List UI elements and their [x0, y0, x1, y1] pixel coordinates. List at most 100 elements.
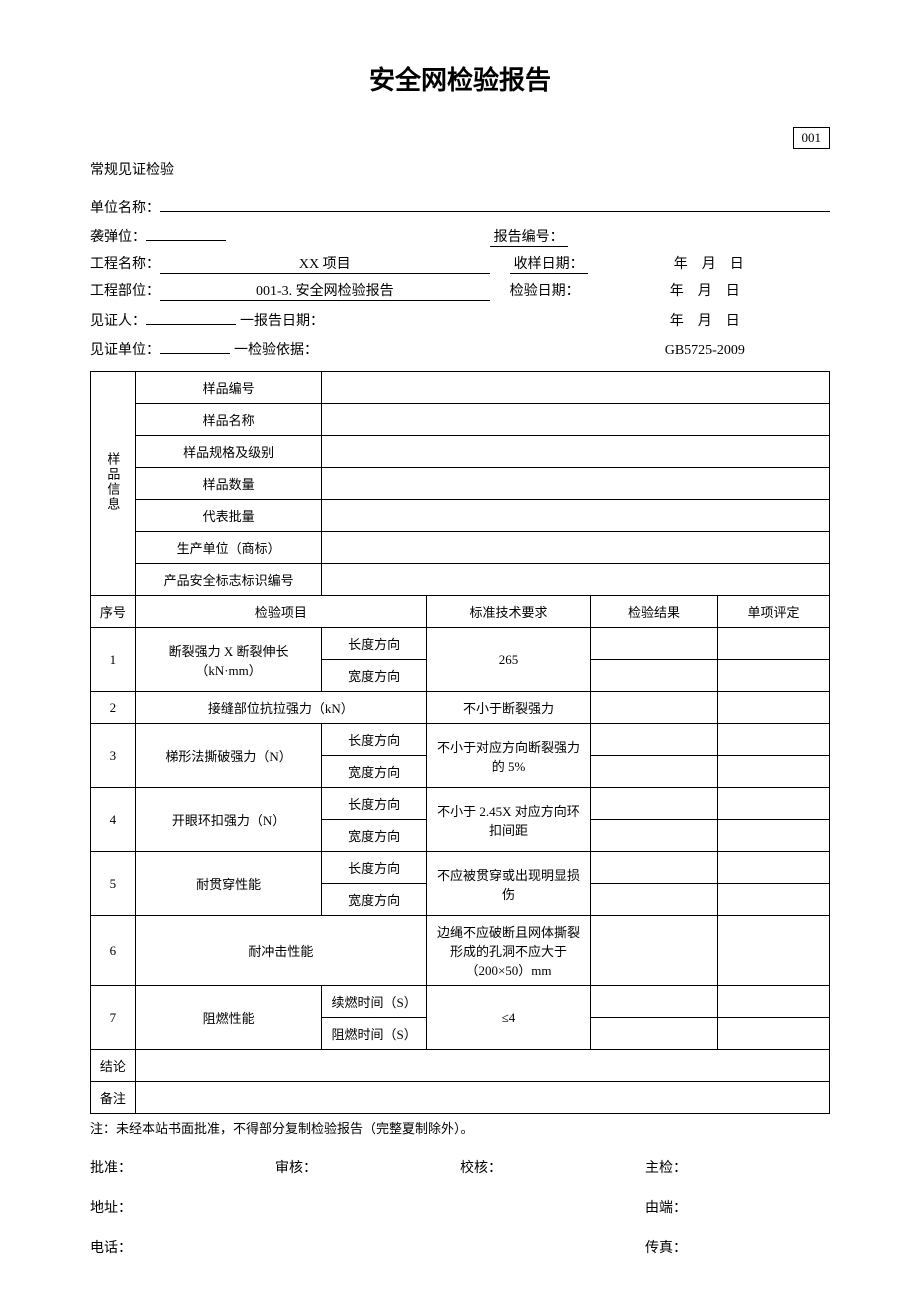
conclusion-value: [135, 1050, 829, 1082]
remark-label: 备注: [91, 1082, 136, 1114]
test-5-seq: 5: [91, 852, 136, 916]
col-result: 检验结果: [591, 596, 718, 628]
test-7-sub-0: 续燃时间（S）: [322, 986, 427, 1018]
approve-label: 批准：: [90, 1157, 275, 1177]
test-1-sub-1: 宽度方向: [322, 660, 427, 692]
test-4-eval-0: [717, 788, 829, 820]
test-1-res-0: [591, 628, 718, 660]
test-header-row: 序号 检验项目 标准技术要求 检验结果 单项评定: [91, 596, 830, 628]
test-6-eval: [717, 916, 829, 986]
sample-val-6: [322, 564, 830, 596]
commission-unit-label: 袭弹位：: [90, 226, 146, 246]
review-label: 审核：: [275, 1157, 460, 1177]
report-no-label: 报告编号：: [490, 226, 568, 247]
sample-date-value: 年 月 日: [588, 253, 830, 273]
sample-row-6: 产品安全标志标识编号: [135, 564, 322, 596]
test-5-item: 耐贯穿性能: [135, 852, 322, 916]
test-5-eval-1: [717, 884, 829, 916]
test-7-seq: 7: [91, 986, 136, 1050]
footer-row-3: 电话： 传真：: [90, 1237, 830, 1257]
test-6-seq: 6: [91, 916, 136, 986]
sample-val-2: [322, 436, 830, 468]
sample-row-4: 代表批量: [135, 500, 322, 532]
test-4-seq: 4: [91, 788, 136, 852]
test-4-req: 不小于 2.45X 对应方向环扣间距: [426, 788, 590, 852]
test-5-req: 不应被贯穿或出现明显损伤: [426, 852, 590, 916]
test-2-req: 不小于断裂强力: [426, 692, 590, 724]
test-2-eval: [717, 692, 829, 724]
witness-value: [146, 307, 236, 325]
sample-row-2: 样品规格及级别: [135, 436, 322, 468]
inspection-type: 常规见证检验: [90, 159, 830, 179]
test-1-sub-0: 长度方向: [322, 628, 427, 660]
header-row-4: 工程部位： 001-3. 安全网检验报告 检验日期： 年 月 日: [90, 280, 830, 301]
phone-label: 电话：: [90, 1237, 645, 1257]
sample-row-3: 样品数量: [135, 468, 322, 500]
sample-row-0: 样品编号: [135, 372, 322, 404]
test-1-res-1: [591, 660, 718, 692]
report-title: 安全网检验报告: [90, 60, 830, 97]
test-4-item: 开眼环扣强力（N）: [135, 788, 322, 852]
test-7-res-0: [591, 986, 718, 1018]
test-7-res-1: [591, 1018, 718, 1050]
test-basis-value: GB5725-2009: [580, 343, 830, 359]
remark-value: [135, 1082, 829, 1114]
report-date-label: 一报告日期：: [240, 310, 324, 330]
test-1-item: 断裂强力 X 断裂伸长（kN·mm）: [135, 628, 322, 692]
test-7-eval-1: [717, 1018, 829, 1050]
sample-row-1: 样品名称: [135, 404, 322, 436]
col-eval: 单项评定: [717, 596, 829, 628]
test-3-sub-0: 长度方向: [322, 724, 427, 756]
sample-row-5: 生产单位（商标）: [135, 532, 322, 564]
test-1-eval-0: [717, 628, 829, 660]
fax-label: 传真：: [645, 1237, 830, 1257]
sample-val-5: [322, 532, 830, 564]
footnote: 注：未经本站书面批准，不得部分复制检验报告（完整夏制除外）。: [90, 1118, 830, 1137]
test-7-sub-1: 阻燃时间（S）: [322, 1018, 427, 1050]
header-row-6: 见证单位： 一检验依据： GB5725-2009: [90, 336, 830, 359]
project-name-value: XX 项目: [160, 253, 490, 274]
test-6-req: 边绳不应破断且网体撕裂形成的孔洞不应大于（200×50）mm: [426, 916, 590, 986]
unit-name-row: 单位名称：: [90, 194, 830, 217]
test-1-seq: 1: [91, 628, 136, 692]
test-2-seq: 2: [91, 692, 136, 724]
sample-val-0: [322, 372, 830, 404]
test-5-sub-1: 宽度方向: [322, 884, 427, 916]
test-3-eval-0: [717, 724, 829, 756]
test-3-req: 不小于对应方向断裂强力的 5%: [426, 724, 590, 788]
project-part-value: 001-3. 安全网检验报告: [160, 280, 490, 301]
witness-unit-value: [160, 336, 230, 354]
test-7-eval-0: [717, 986, 829, 1018]
footer-row-2: 地址： 由端：: [90, 1197, 830, 1217]
test-6-res: [591, 916, 718, 986]
address-label: 地址：: [90, 1197, 645, 1217]
test-3-res-0: [591, 724, 718, 756]
test-2-item: 接缝部位抗拉强力（kN）: [135, 692, 426, 724]
check-label: 校核：: [460, 1157, 645, 1177]
test-3-sub-1: 宽度方向: [322, 756, 427, 788]
main-table: 样品信息 样品编号 样品名称 样品规格及级别 样品数量 代表批量 生产单位（商标…: [90, 371, 830, 1114]
witness-unit-label: 见证单位：: [90, 339, 160, 359]
header-row-5: 见证人： 一报告日期： 年 月 日: [90, 307, 830, 330]
test-3-item: 梯形法撕破强力（N）: [135, 724, 322, 788]
col-item: 检验项目: [135, 596, 426, 628]
test-basis-label: 一检验依据：: [234, 339, 318, 359]
commission-unit-value: [146, 223, 226, 241]
project-name-label: 工程名称：: [90, 253, 160, 273]
unit-name-label: 单位名称：: [90, 197, 160, 217]
sample-val-1: [322, 404, 830, 436]
test-4-res-1: [591, 820, 718, 852]
test-4-sub-1: 宽度方向: [322, 820, 427, 852]
sample-val-4: [322, 500, 830, 532]
header-row-2: 袭弹位： 报告编号：: [90, 223, 830, 247]
col-seq: 序号: [91, 596, 136, 628]
unit-name-value: [160, 194, 830, 212]
sample-info-label: 样品信息: [103, 452, 122, 512]
test-3-seq: 3: [91, 724, 136, 788]
test-3-res-1: [591, 756, 718, 788]
test-2-res: [591, 692, 718, 724]
test-date-value: 年 月 日: [580, 280, 830, 300]
report-date-value: 年 月 日: [580, 310, 830, 330]
test-5-res-0: [591, 852, 718, 884]
test-5-res-1: [591, 884, 718, 916]
